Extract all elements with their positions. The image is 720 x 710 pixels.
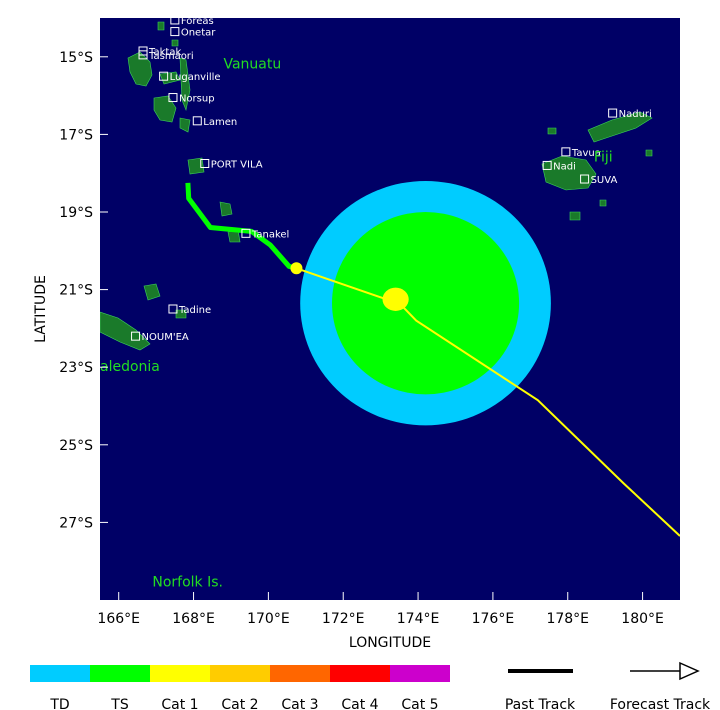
place-label: Lamen: [203, 117, 237, 128]
place-marker: [138, 50, 148, 60]
x-tick-label: 178°E: [546, 611, 589, 627]
legend-swatch: [210, 665, 270, 682]
place-label: SUVA: [591, 175, 618, 186]
place-marker: [580, 174, 590, 184]
y-tick-label: 17°S: [59, 127, 93, 143]
y-tick-label: 27°S: [59, 515, 93, 531]
legend-category-label: Cat 4: [341, 697, 378, 710]
legend-swatch: [270, 665, 330, 682]
place-label: Foreas: [181, 16, 214, 27]
mare-island: [175, 309, 187, 319]
place-marker: [168, 93, 178, 103]
place-label: Tasmaori: [148, 51, 194, 62]
place-marker: [170, 27, 180, 37]
place-label: Tadine: [178, 305, 211, 316]
x-tick-label: 180°E: [621, 611, 664, 627]
ts-wind-radius: [332, 212, 520, 395]
place-label: Tavua: [571, 148, 601, 159]
place-marker: [170, 18, 180, 25]
x-tick-label: 170°E: [247, 611, 290, 627]
place-label: PORT VILA: [211, 160, 263, 171]
legend-swatch: [390, 665, 450, 682]
y-tick-label: 21°S: [59, 283, 93, 299]
pentecost-island: [179, 57, 191, 112]
legend-category-label: Cat 5: [401, 697, 438, 710]
place-marker: [561, 147, 571, 157]
place-marker: [241, 228, 251, 238]
fiji-islet-2: [599, 199, 607, 207]
y-tick-label: 23°S: [59, 360, 93, 376]
legend: Past Track Forecast Track TD TS Cat 1 Cat 2…: [30, 661, 711, 710]
vanuatu-islet-2: [171, 39, 179, 47]
legend-category-label: TD: [49, 697, 69, 710]
vanuatu-islet-north: [157, 21, 165, 31]
y-axis-title: LATITUDE: [33, 275, 49, 343]
place-label: Tanakel: [251, 229, 289, 240]
place-label: Onetar: [181, 28, 216, 39]
epi-island: [179, 117, 191, 133]
place-marker: [542, 160, 552, 170]
viti-levu-island: [541, 155, 597, 191]
past-track-legend-label: Past Track: [505, 697, 576, 710]
y-tick-label: 25°S: [59, 438, 93, 454]
y-tick-label: 15°S: [59, 50, 93, 66]
legend-swatch: [30, 665, 90, 682]
place-marker: [168, 304, 178, 314]
malekula-island: [153, 95, 177, 123]
fiji-islet-3: [645, 149, 653, 157]
region-label: aledonia: [100, 359, 160, 375]
y-tick-label: 19°S: [59, 205, 93, 221]
place-label: Naduri: [619, 109, 652, 120]
legend-category-label: Cat 1: [161, 697, 198, 710]
legend-swatch: [150, 665, 210, 682]
forecast-track-line: [296, 267, 680, 537]
past-track-line: [185, 182, 298, 271]
x-tick-label: 172°E: [322, 611, 365, 627]
vanua-levu-island: [587, 111, 653, 143]
efate-island: [187, 157, 205, 175]
region-label: Vanuatu: [223, 56, 281, 72]
place-label: Taktak: [148, 47, 181, 58]
axis-ticks: 166°E 168°E 170°E 172°E 174°E 176°E 178°E 180°E…: [59, 50, 664, 627]
place-label: NOUM'EA: [142, 332, 189, 343]
erromango-island: [219, 201, 233, 217]
region-label: Norfolk Is.: [152, 574, 223, 590]
legend-swatch: [330, 665, 390, 682]
fiji-islet-1: [569, 211, 581, 221]
place-label: Norsup: [179, 94, 215, 105]
legend-swatch: [90, 665, 150, 682]
forecast-track-legend-arrowhead: [679, 661, 700, 681]
region-labels: Vanuatu Fiji aledonia Norfolk Is.: [100, 56, 613, 590]
forecast-track-legend-label: Forecast Track: [610, 697, 711, 710]
current-position-marker: [290, 262, 303, 275]
fiji-islet-4: [547, 127, 557, 135]
legend-category-label: TS: [110, 697, 129, 710]
lifou-island: [143, 283, 161, 301]
x-tick-label: 168°E: [172, 611, 215, 627]
place-marker: [200, 159, 210, 168]
place-marker: [159, 71, 169, 81]
place-label: Nadi: [553, 161, 576, 172]
x-tick-label: 174°E: [397, 611, 440, 627]
x-tick-label: 176°E: [472, 611, 515, 627]
legend-category-label: Cat 3: [281, 697, 318, 710]
x-axis-title: LONGITUDE: [349, 635, 431, 651]
region-label: Fiji: [594, 150, 613, 166]
espiritu-santo-island: [127, 51, 153, 87]
place-marker: [608, 108, 618, 118]
place-label: Luganville: [170, 72, 221, 83]
legend-category-label: Cat 2: [221, 697, 258, 710]
place-marker: [192, 116, 202, 126]
x-tick-label: 166°E: [97, 611, 140, 627]
place-marker: [131, 331, 141, 341]
